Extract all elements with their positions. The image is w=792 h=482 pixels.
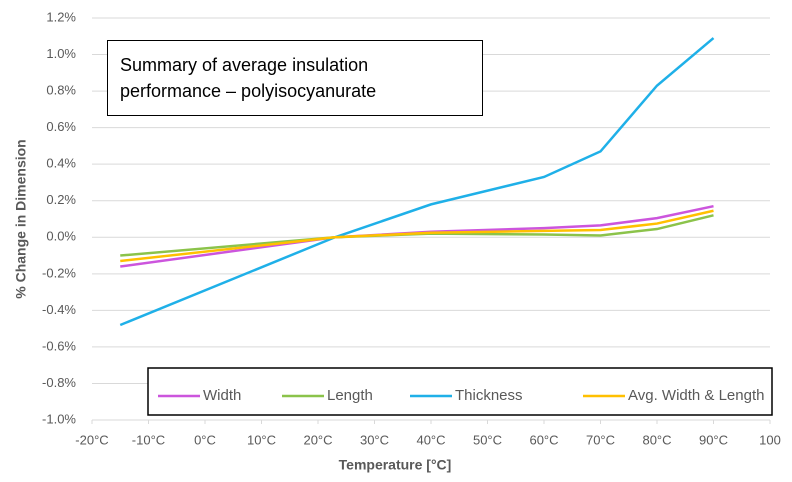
y-tick-label: 0.2% <box>46 192 76 207</box>
legend-label: Length <box>327 387 373 404</box>
y-tick-label: 1.2% <box>46 9 76 24</box>
y-tick-label: -0.8% <box>42 375 76 390</box>
x-tick-label: 80°C <box>642 432 671 447</box>
x-tick-label: -10°C <box>132 432 165 447</box>
x-tick-label: 10°C <box>247 432 276 447</box>
y-tick-label: 0.4% <box>46 156 76 171</box>
x-tick-label: 100 <box>759 432 781 447</box>
x-tick-label: -20°C <box>75 432 108 447</box>
legend-label: Avg. Width & Length <box>628 387 764 404</box>
y-tick-label: -1.0% <box>42 411 76 426</box>
legend-label: Thickness <box>455 387 523 404</box>
x-tick-label: 0°C <box>194 432 216 447</box>
x-tick-label: 20°C <box>303 432 332 447</box>
y-tick-label: 0.8% <box>46 83 76 98</box>
x-axis-label: Temperature [°C] <box>339 457 452 473</box>
y-axis-label: % Change in Dimension <box>13 139 29 298</box>
x-tick-label: 70°C <box>586 432 615 447</box>
y-tick-label: -0.6% <box>42 338 76 353</box>
legend-label: Width <box>203 387 241 404</box>
legend-box <box>147 367 773 416</box>
x-tick-label: 60°C <box>529 432 558 447</box>
x-tick-label: 90°C <box>699 432 728 447</box>
series-line <box>120 204 714 268</box>
annotation-box: Summary of average insulation performanc… <box>107 40 483 116</box>
y-tick-label: -0.4% <box>42 302 76 317</box>
x-tick-label: 50°C <box>473 432 502 447</box>
x-tick-label: 40°C <box>416 432 445 447</box>
y-tick-label: -0.2% <box>42 265 76 280</box>
series-line <box>120 209 714 263</box>
x-tick-label: 30°C <box>360 432 389 447</box>
y-tick-label: 1.0% <box>46 46 76 61</box>
y-tick-label: 0.6% <box>46 119 76 134</box>
y-tick-label: 0.0% <box>46 229 76 244</box>
